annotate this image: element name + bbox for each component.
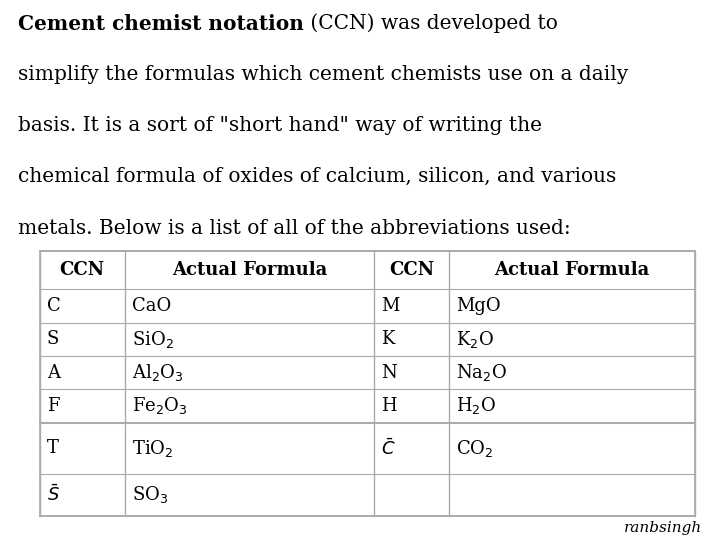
Text: Actual Formula: Actual Formula (495, 261, 649, 279)
Text: (CCN) was developed to: (CCN) was developed to (304, 14, 558, 33)
Text: T: T (47, 440, 58, 457)
Text: CO$_2$: CO$_2$ (456, 438, 494, 459)
Text: SO$_3$: SO$_3$ (132, 484, 168, 505)
Text: H: H (381, 397, 397, 415)
Text: K: K (381, 330, 395, 348)
Text: SiO$_2$: SiO$_2$ (132, 329, 174, 350)
Text: MgO: MgO (456, 297, 501, 315)
Text: Al$_2$O$_3$: Al$_2$O$_3$ (132, 362, 184, 383)
Text: Actual Formula: Actual Formula (171, 261, 327, 279)
Text: M: M (381, 297, 400, 315)
Text: $\bar{S}$: $\bar{S}$ (47, 484, 60, 505)
Text: TiO$_2$: TiO$_2$ (132, 438, 174, 459)
Text: $\bar{C}$: $\bar{C}$ (381, 438, 395, 458)
Text: H$_2$O: H$_2$O (456, 395, 496, 416)
Text: basis. It is a sort of "short hand" way of writing the: basis. It is a sort of "short hand" way … (18, 116, 542, 135)
Text: S: S (47, 330, 59, 348)
Text: ranbsingh: ranbsingh (624, 521, 702, 535)
Text: A: A (47, 363, 60, 382)
Text: CaO: CaO (132, 297, 171, 315)
Text: simplify the formulas which cement chemists use on a daily: simplify the formulas which cement chemi… (18, 65, 629, 84)
Text: C: C (47, 297, 60, 315)
Text: chemical formula of oxides of calcium, silicon, and various: chemical formula of oxides of calcium, s… (18, 167, 616, 186)
Text: N: N (381, 363, 397, 382)
Text: Na$_2$O: Na$_2$O (456, 362, 507, 383)
Text: F: F (47, 397, 59, 415)
Text: metals. Below is a list of all of the abbreviations used:: metals. Below is a list of all of the ab… (18, 219, 571, 238)
Text: K$_2$O: K$_2$O (456, 329, 494, 350)
Text: CCN: CCN (389, 261, 434, 279)
Text: CCN: CCN (60, 261, 105, 279)
Text: Fe$_2$O$_3$: Fe$_2$O$_3$ (132, 395, 188, 416)
Text: Cement chemist notation: Cement chemist notation (18, 14, 304, 33)
